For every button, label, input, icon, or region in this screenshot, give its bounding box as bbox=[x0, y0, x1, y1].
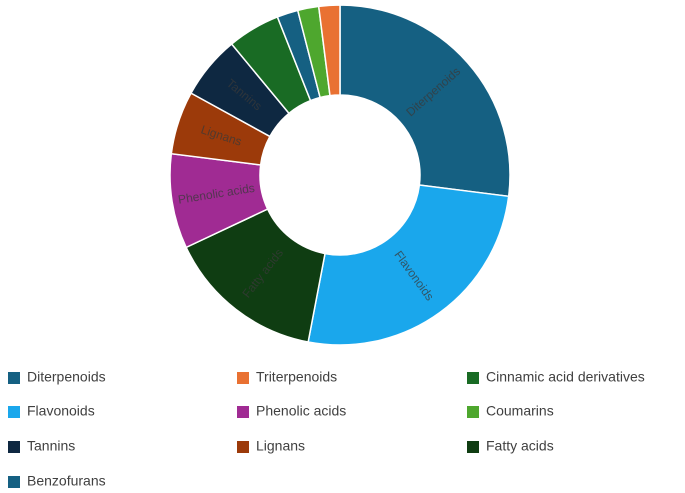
legend-label: Flavonoids bbox=[27, 403, 95, 419]
legend-swatch bbox=[8, 441, 20, 453]
legend-swatch bbox=[8, 406, 20, 418]
legend-swatch bbox=[237, 441, 249, 453]
legend-label: Benzofurans bbox=[27, 473, 106, 489]
legend-label: Triterpenoids bbox=[256, 369, 337, 385]
legend-swatch bbox=[237, 372, 249, 384]
donut-slice bbox=[339, 4, 511, 198]
donut-slice bbox=[307, 184, 510, 346]
legend-label: Diterpenoids bbox=[27, 369, 106, 385]
legend-swatch bbox=[467, 372, 479, 384]
legend-swatch bbox=[8, 372, 20, 384]
legend-label: Tannins bbox=[27, 438, 75, 454]
legend-swatch bbox=[8, 476, 20, 488]
donut-slice bbox=[317, 4, 341, 97]
legend-label: Coumarins bbox=[486, 403, 554, 419]
legend-swatch bbox=[237, 406, 249, 418]
legend-label: Fatty acids bbox=[486, 438, 554, 454]
legend-label: Phenolic acids bbox=[256, 403, 346, 419]
legend-swatch bbox=[467, 406, 479, 418]
legend-label: Cinnamic acid derivatives bbox=[486, 369, 645, 385]
legend-swatch bbox=[467, 441, 479, 453]
legend-label: Lignans bbox=[256, 438, 305, 454]
